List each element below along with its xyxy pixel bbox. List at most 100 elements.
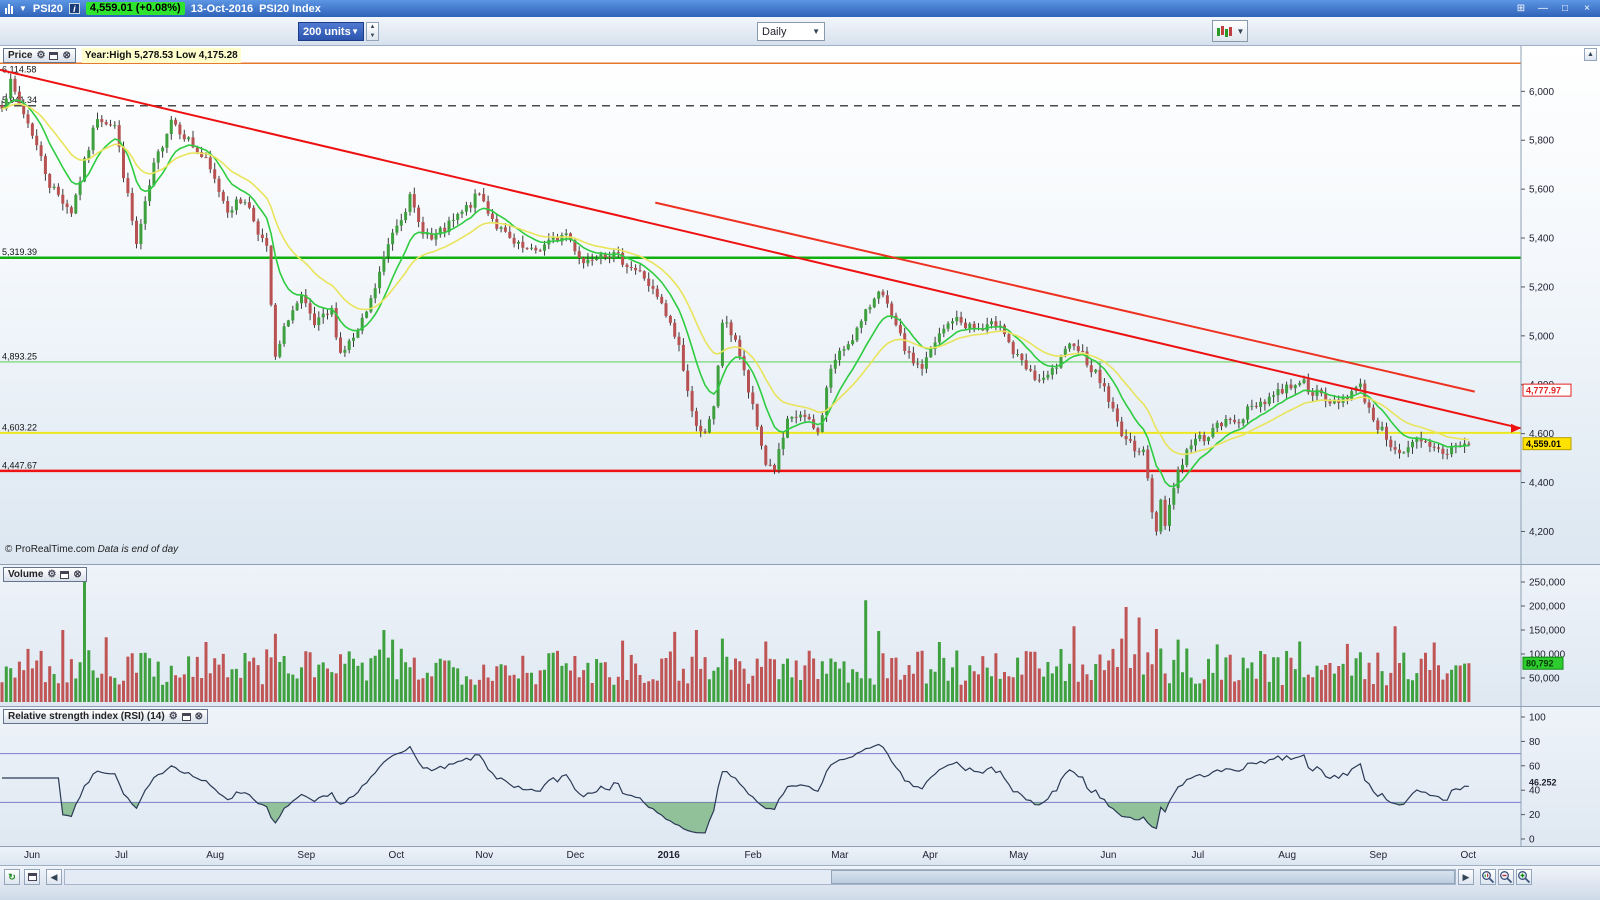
- svg-text:4,447.67: 4,447.67: [2, 460, 37, 470]
- timeframe-value: Daily: [762, 25, 787, 38]
- rsi-detach-window-icon[interactable]: [181, 712, 191, 721]
- axis-month-label: Apr: [922, 850, 938, 861]
- axis-month-label: Sep: [1369, 850, 1388, 861]
- svg-text:20: 20: [1529, 810, 1541, 821]
- rsi-settings-wrench-icon[interactable]: ⚙: [168, 710, 178, 722]
- rsi-panel-header: Relative strength index (RSI) (14) ⚙ ⊗: [3, 709, 209, 724]
- layout-grid-icon[interactable]: ⊞: [1516, 3, 1526, 14]
- svg-text:6,114.58: 6,114.58: [2, 64, 36, 74]
- svg-text:6,000: 6,000: [1529, 87, 1554, 98]
- data-note-label: Data is end of day: [97, 544, 179, 555]
- timeframe-caret-icon: ▼: [812, 27, 820, 36]
- axis-month-label: Jul: [115, 850, 128, 861]
- copyright-label: © ProRealTime.com Data is end of day: [5, 544, 178, 555]
- svg-text:5,600: 5,600: [1529, 185, 1554, 196]
- axis-month-label: May: [1009, 850, 1029, 861]
- axis-month-label: 2016: [657, 850, 680, 861]
- axis-month-label: Jun: [24, 850, 41, 861]
- svg-text:200,000: 200,000: [1529, 602, 1566, 613]
- zoom-in-button[interactable]: [1516, 869, 1532, 885]
- copyright-text: © ProRealTime.com: [5, 544, 95, 555]
- chart-type-icon[interactable]: [5, 3, 13, 14]
- svg-text:100,000: 100,000: [1529, 650, 1566, 661]
- price-panel-header: Price ⚙ ⊗ Year:High 5,278.53 Low 4,175.2…: [3, 48, 241, 63]
- rsi-chart-canvas[interactable]: 100 80 60 40 20 0 46.252: [0, 707, 1600, 846]
- svg-text:250,000: 250,000: [1529, 578, 1566, 589]
- h-scrollbar-thumb[interactable]: [831, 870, 1455, 884]
- scroll-right-button[interactable]: ▶: [1458, 869, 1474, 885]
- svg-text:4,600: 4,600: [1529, 429, 1554, 440]
- toolbar: 200 units ▼ ▲ ▼ Daily ▼ ▼: [0, 17, 1600, 46]
- popout-window-icon: [27, 873, 37, 881]
- info-icon[interactable]: i: [68, 3, 80, 14]
- axis-month-label: Feb: [744, 850, 762, 861]
- zoom-out-button[interactable]: [1498, 869, 1514, 885]
- price-panel-title: Price: [8, 50, 33, 61]
- detach-window-icon[interactable]: [49, 51, 59, 60]
- minimize-button[interactable]: —: [1538, 3, 1548, 14]
- svg-text:4,893.25: 4,893.25: [2, 351, 37, 361]
- volume-close-panel-icon[interactable]: ⊗: [73, 568, 82, 580]
- svg-text:5,319.39: 5,319.39: [2, 247, 37, 257]
- svg-text:46.252: 46.252: [1529, 778, 1557, 788]
- maximize-button[interactable]: □: [1561, 3, 1569, 14]
- svg-text:60: 60: [1529, 761, 1541, 772]
- svg-text:5,800: 5,800: [1529, 136, 1554, 147]
- svg-text:50,000: 50,000: [1529, 674, 1560, 685]
- scroll-left-button[interactable]: ◀: [46, 869, 62, 885]
- close-panel-icon[interactable]: ⊗: [62, 49, 71, 61]
- volume-chart-canvas[interactable]: 250,000 200,000 150,000 100,000 50,000 80,792: [0, 565, 1600, 706]
- svg-text:100: 100: [1529, 713, 1546, 724]
- price-chart-canvas[interactable]: 6,114.585,941.345,319.394,893.254,603.22…: [0, 46, 1600, 564]
- refresh-icon[interactable]: ↻: [4, 869, 20, 885]
- svg-text:40: 40: [1529, 786, 1541, 797]
- axis-month-label: Aug: [1278, 850, 1297, 861]
- rsi-panel-title: Relative strength index (RSI) (14): [8, 711, 165, 722]
- popout-window-button[interactable]: [24, 869, 40, 885]
- units-spinner-down[interactable]: ▼: [369, 32, 376, 39]
- fit-chart-icon: [1482, 871, 1495, 884]
- units-spinner-up[interactable]: ▲: [369, 24, 376, 30]
- units-spinner: ▲ ▼: [366, 22, 379, 41]
- symbol-label: PSI20: [32, 2, 63, 15]
- close-button[interactable]: ×: [1584, 3, 1590, 14]
- units-caret-icon: ▼: [351, 27, 359, 36]
- date-label: 13-Oct-2016: [190, 2, 254, 15]
- volume-detach-window-icon[interactable]: [60, 570, 70, 579]
- symbol-dropdown-caret[interactable]: ▼: [19, 3, 27, 13]
- svg-text:0: 0: [1529, 835, 1535, 846]
- volume-panel-header: Volume ⚙ ⊗: [3, 567, 87, 582]
- fit-chart-button[interactable]: [1480, 869, 1496, 885]
- h-scrollbar-track[interactable]: [64, 869, 1456, 885]
- bottom-scrollbar-bar: ↻ ◀ ▶: [0, 865, 1600, 900]
- volume-settings-wrench-icon[interactable]: ⚙: [47, 568, 57, 580]
- axis-month-label: Sep: [297, 850, 316, 861]
- index-name-label: PSI20 Index: [259, 2, 321, 15]
- settings-wrench-icon[interactable]: ⚙: [36, 49, 46, 61]
- units-dropdown[interactable]: 200 units ▼: [298, 22, 364, 41]
- rsi-close-panel-icon[interactable]: ⊗: [194, 710, 204, 722]
- svg-text:80,792: 80,792: [1526, 659, 1554, 669]
- timeframe-dropdown[interactable]: Daily ▼: [757, 22, 825, 41]
- units-value: 200 units: [303, 25, 351, 38]
- scroll-up-button[interactable]: ▲: [1584, 48, 1597, 61]
- zoom-in-icon: [1518, 871, 1531, 884]
- axis-month-label: Nov: [475, 850, 494, 861]
- svg-text:150,000: 150,000: [1529, 626, 1566, 637]
- svg-text:5,400: 5,400: [1529, 234, 1554, 245]
- volume-panel: 250,000 200,000 150,000 100,000 50,000 80,792…: [0, 565, 1600, 707]
- chart-region: 6,114.585,941.345,319.394,893.254,603.22…: [0, 46, 1600, 865]
- display-style-caret-icon: ▼: [1236, 26, 1245, 36]
- price-badge: 4,559.01 (+0.08%): [85, 2, 185, 15]
- svg-text:4,559.01: 4,559.01: [1526, 439, 1561, 449]
- display-style-button[interactable]: ▼: [1212, 20, 1248, 42]
- svg-text:4,603.22: 4,603.22: [2, 422, 37, 432]
- svg-text:4,400: 4,400: [1529, 478, 1554, 489]
- rsi-panel: 100 80 60 40 20 0 46.252 Relative strength ind…: [0, 707, 1600, 847]
- axis-month-label: Oct: [388, 850, 405, 861]
- svg-text:4,200: 4,200: [1529, 527, 1554, 538]
- axis-month-label: Jul: [1191, 850, 1205, 861]
- year-range-label: Year:High 5,278.53 Low 4,175.28: [81, 48, 241, 63]
- svg-text:4,777.97: 4,777.97: [1526, 386, 1561, 396]
- titlebar: ▼ PSI20 i 4,559.01 (+0.08%) 13-Oct-2016 …: [0, 0, 1600, 17]
